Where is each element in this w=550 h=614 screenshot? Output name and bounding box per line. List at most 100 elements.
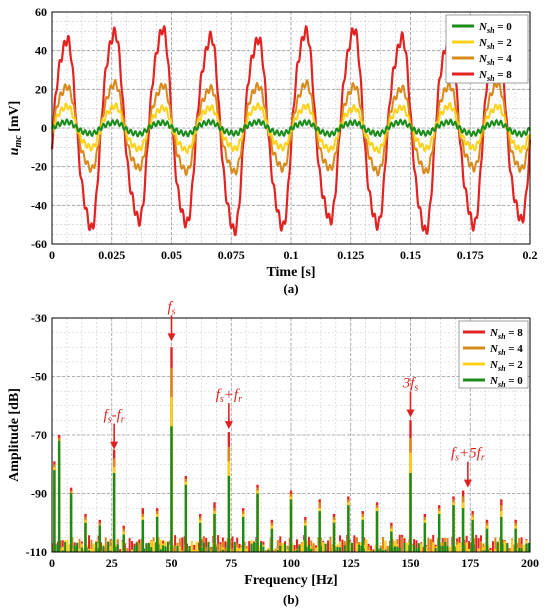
annotation-sub: r	[238, 394, 242, 405]
annotation-arrow-head	[406, 409, 415, 418]
legend-label: Nsh = 0	[489, 375, 523, 389]
legend-entry: Nsh = 8	[452, 69, 512, 83]
y-tick-label: 60	[35, 5, 47, 19]
series-line	[51, 101, 531, 155]
x-tick-label: 50	[166, 556, 178, 570]
annotation-arrow-head	[110, 441, 119, 450]
harmonic-annotation: fs+fr	[216, 387, 242, 430]
legend-label-main: N	[478, 69, 488, 81]
y-tick-label: 40	[35, 44, 47, 58]
y-tick-label: -40	[31, 198, 47, 212]
legend-entry: Nsh = 2	[463, 359, 523, 373]
y-tick-label: -110	[26, 545, 47, 559]
y-tick-labels: 60 40 20 0 -20 -40 -60	[31, 5, 47, 251]
annotation-label: fs	[167, 299, 175, 317]
y-tick-label: -90	[31, 487, 47, 501]
x-tick-label: 0.025	[98, 248, 125, 262]
legend-label-main: N	[489, 327, 499, 339]
annotation-main: 3f	[402, 375, 417, 391]
x-tick-label: 25	[106, 556, 118, 570]
annotation-sub: s	[414, 382, 418, 393]
x-tick-label: 200	[521, 556, 539, 570]
x-tick-label: 0.075	[218, 248, 245, 262]
harmonic-annotation: 3fs	[402, 375, 419, 418]
legend-label: Nsh = 4	[489, 343, 523, 357]
y-tick-labels: -30 -50 -70 -90 -110	[26, 311, 47, 559]
annotation-sub: s	[455, 453, 459, 464]
y-axis-label: umc [mV]	[7, 101, 24, 156]
legend-label-value: = 2	[495, 37, 513, 49]
legend-entry: Nsh = 4	[452, 53, 512, 67]
x-tick-label: 0	[49, 556, 55, 570]
legend-label-value: = 2	[506, 359, 524, 371]
x-axis-label: Time [s]	[266, 265, 315, 280]
y-tick-label: 20	[35, 82, 47, 96]
annotation-main: f	[167, 299, 173, 315]
annotation-arrow-head	[463, 479, 472, 488]
annotation-arrow-head	[167, 333, 176, 342]
annotation-sub: r	[121, 415, 125, 426]
legend-label-sub: sh	[486, 58, 495, 67]
x-tick-label: 0.125	[337, 248, 364, 262]
legend-label-main: N	[489, 359, 499, 371]
legend-label-main: N	[489, 375, 499, 387]
y-tick-label: -70	[31, 428, 47, 442]
x-tick-label: 0.15	[400, 248, 421, 262]
legend-label-value: = 8	[495, 69, 513, 81]
x-tick-label: 75	[225, 556, 237, 570]
y-tick-label: -20	[31, 160, 47, 174]
legend-label: Nsh = 2	[478, 37, 512, 51]
frequency-spectrum-chart: 0 25 50 75 100 125 150 175 200 -30-50-70-90-110 …	[7, 299, 539, 607]
annotation-label: 3fs	[402, 375, 419, 393]
x-tick-label: 100	[282, 556, 300, 570]
legend-label-value: = 4	[495, 53, 513, 65]
legend-label-sub: sh	[497, 380, 506, 389]
harmonic-annotation: fs+5fr	[451, 446, 485, 488]
legend-label-sub: sh	[497, 348, 506, 357]
harmonic-annotation: fs	[167, 299, 176, 342]
annotation-rest: +5f	[459, 446, 483, 462]
y-tick-label: -30	[31, 311, 47, 325]
legend-label-main: N	[478, 53, 488, 65]
annotation-sub: s	[220, 394, 224, 405]
annotation-main: f	[104, 408, 110, 424]
annotation-label: fs+fr	[216, 387, 242, 405]
x-tick-label: 175	[461, 556, 479, 570]
legend-label: Nsh = 8	[478, 69, 512, 83]
spectrum-bars	[52, 347, 530, 552]
x-tick-label: 0.05	[161, 248, 182, 262]
legend-entry: Nsh = 8	[463, 327, 523, 341]
y-axis-label: Amplitude [dB]	[7, 388, 22, 482]
plot-frame	[51, 317, 531, 553]
y-axis-label-unit: [mV]	[7, 101, 22, 136]
harmonic-annotation: fs-fr	[104, 408, 125, 450]
x-tick-labels: 0 25 50 75 100 125 150 175 200	[49, 556, 539, 570]
panel-label-a: (a)	[283, 281, 298, 296]
legend-label-sub: sh	[486, 74, 495, 83]
x-tick-labels: 0 0.025 0.05 0.075 0.1 0.125 0.15 0.175 0.2	[49, 248, 538, 262]
legend-label: Nsh = 0	[478, 21, 512, 35]
legend-label-value: = 8	[506, 327, 524, 339]
annotation-sub: r	[481, 453, 485, 464]
x-axis-label: Frequency [Hz]	[244, 573, 337, 588]
y-axis-label-main: u	[7, 147, 22, 155]
annotation-rest: +f	[224, 387, 240, 403]
legend-label-sub: sh	[497, 364, 506, 373]
legend-label: Nsh = 4	[478, 53, 512, 67]
legend-label-value: = 4	[506, 343, 524, 355]
legend-label-main: N	[489, 343, 499, 355]
legend-entry: Nsh = 4	[463, 343, 523, 357]
x-tick-label: 0.1	[284, 248, 299, 262]
x-tick-label: 150	[402, 556, 420, 570]
legend-label-main: N	[478, 37, 488, 49]
plot-frame	[51, 11, 531, 245]
series-line	[51, 118, 531, 138]
panel-label-b: (b)	[283, 592, 299, 607]
x-tick-label: 125	[342, 556, 360, 570]
legend-label: Nsh = 2	[489, 359, 523, 373]
x-tick-label: 0.175	[457, 248, 484, 262]
legend-label-main: N	[478, 21, 488, 33]
